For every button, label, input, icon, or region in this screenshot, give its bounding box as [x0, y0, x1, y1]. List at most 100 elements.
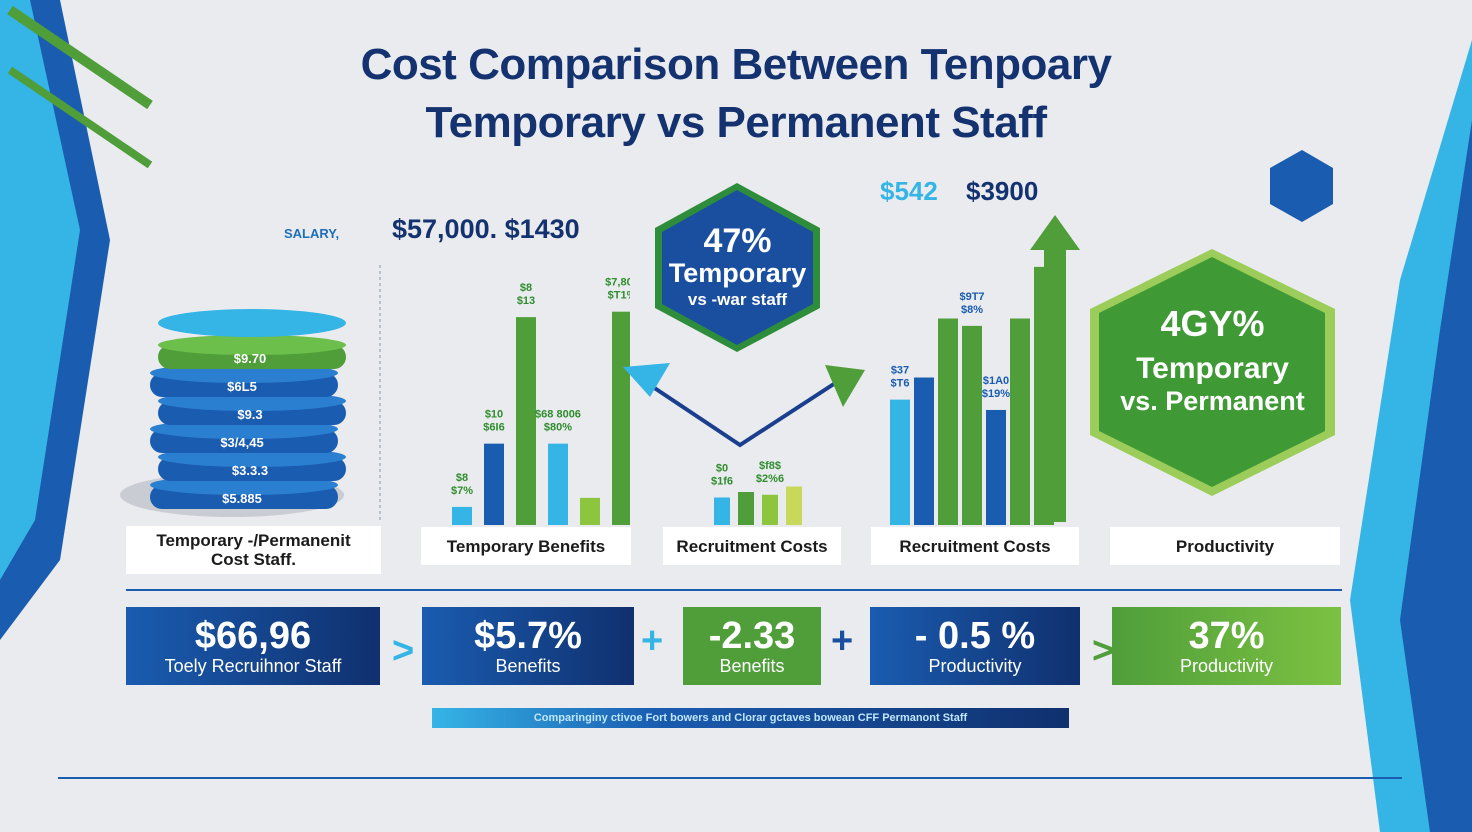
hexagon-right-label1: Temporary: [1136, 352, 1289, 385]
category-label: Cost Staff.: [211, 550, 296, 569]
hexagon-left-label1: Temporary: [668, 258, 807, 288]
coin-label: $9.3: [237, 407, 262, 422]
small-hexagon: [1270, 150, 1333, 222]
bar-data-label: $7,800: [605, 277, 630, 289]
bar: [612, 311, 630, 525]
category-label: Productivity: [1175, 536, 1275, 556]
category-productivity: Productivity: [1110, 527, 1340, 565]
coin-label: $6L5: [227, 379, 257, 394]
bar-data-label: $0: [716, 463, 728, 475]
stat-benefits-2: -2.33 Benefits: [683, 607, 821, 685]
hexagon-left-label2: vs -war staff: [687, 290, 788, 309]
bar: [714, 497, 730, 525]
arrow-left-head: [623, 363, 670, 397]
bar-data-label: $13: [517, 295, 535, 307]
top-value-left: $542: [880, 176, 938, 206]
bar-data-label: $19%: [982, 388, 1010, 400]
connector-arrow: >: [1092, 630, 1115, 672]
salary-values: $57,000. $1430: [392, 214, 580, 244]
bar: [786, 486, 802, 525]
bar: [516, 317, 536, 525]
coin-label: $3/4,45: [220, 435, 263, 450]
page-title-line-1: Cost Comparison Between Tenpoary: [360, 40, 1112, 89]
bar: [986, 409, 1006, 525]
stat-value: -2.33: [708, 615, 796, 657]
category-label: Temporary Benefits: [446, 536, 606, 556]
coin-stack-top: [158, 309, 346, 337]
bar-data-label: $80%: [544, 422, 572, 434]
bar-chart-recruitment: $37$T6 $9T7$8% $1A0$19%: [890, 215, 1080, 525]
stat-value: $66,96: [194, 615, 312, 657]
bar-data-label: $8%: [961, 304, 983, 316]
bar-data-label: $7%: [451, 485, 473, 497]
connector-arrow: >: [392, 630, 415, 672]
left-green-stripe: [7, 5, 153, 110]
connector-plus: +: [831, 620, 854, 662]
bar-data-label: $f8$: [759, 460, 781, 472]
coin-top: [158, 335, 346, 355]
bar-data-label: $10: [485, 409, 503, 421]
up-arrow: [1030, 215, 1080, 522]
category-recruitment-2: Recruitment Costs: [871, 527, 1079, 565]
bar-data-label: $9T7: [959, 291, 984, 303]
coin-label: $3.3.3: [232, 463, 268, 478]
bar: [914, 377, 934, 525]
category-label: Temporary -/Permanenit: [156, 531, 351, 550]
bar-data-label: $1f6: [711, 476, 733, 488]
bar-data-label: $1A0: [983, 375, 1009, 387]
category-benefits: Temporary Benefits: [421, 527, 631, 565]
bar-chart-recruitment-small: $0$1f6 $f8$$2%6: [711, 460, 802, 525]
bar-data-label: $68 8006: [535, 409, 581, 421]
hexagon-right-label2: vs. Permanent: [1120, 386, 1305, 416]
bar-data-label: $37: [891, 365, 909, 377]
stat-productivity-2: 37% Productivity: [1112, 607, 1341, 685]
stat-value: 37%: [1188, 615, 1265, 657]
bar: [484, 443, 504, 525]
left-cyan-band: [0, 0, 80, 580]
bar-chart-benefits: $8$7%$10$6I6$8$13$68 8006$80%$7,800$T1%: [451, 277, 630, 525]
bar-data-label: $2%6: [756, 473, 784, 485]
left-green-stripe: [7, 66, 153, 169]
category-label: Recruitment Costs: [676, 536, 828, 556]
page-title-line-2: Temporary vs Permanent Staff: [425, 98, 1047, 147]
stat-benefits-1: $5.7% Benefits: [422, 607, 634, 685]
bar: [938, 318, 958, 525]
hexagon-left-percent: 47%: [703, 222, 772, 260]
hexagon-right: [1090, 249, 1335, 496]
v-arrows: [623, 363, 865, 448]
bar: [762, 494, 778, 525]
bar-data-label: $8: [456, 472, 468, 484]
stat-productivity-1: - 0.5 % Productivity: [870, 607, 1080, 685]
bar: [738, 492, 754, 525]
coin-label: $5.885: [222, 491, 262, 506]
right-blue-band: [1400, 120, 1472, 832]
hexagon-right-percent: 4GY%: [1160, 303, 1265, 344]
stat-value: $5.7%: [474, 615, 582, 657]
footer-banner: Comparinginy ctivoe Fort bowers and Clor…: [432, 708, 1069, 728]
bar: [890, 399, 910, 525]
bar: [1010, 318, 1030, 525]
bar-data-label: $6I6: [483, 422, 504, 434]
coin-stack: $5.885 $3.3.3 $3/4,45 $9.3 $6L5 $9.70: [120, 309, 346, 517]
stat-label: Productivity: [1179, 656, 1274, 676]
stat-label: Benefits: [495, 656, 561, 676]
stat-label: Productivity: [928, 656, 1022, 676]
connector-plus: +: [641, 620, 664, 662]
stat-value: - 0.5 %: [914, 615, 1036, 657]
category-recruitment-1: Recruitment Costs: [663, 527, 841, 565]
stat-label: Benefits: [719, 656, 785, 676]
bar-data-label: $8: [520, 282, 532, 294]
bar-data-label: $T1%: [608, 290, 630, 302]
category-label: Recruitment Costs: [899, 536, 1051, 556]
bar: [548, 443, 568, 525]
arrow-right-head: [825, 365, 865, 407]
stat-label: Toely Recruihnor Staff: [164, 656, 342, 676]
stat-cost-staff: $66,96 Toely Recruihnor Staff: [126, 607, 380, 685]
category-cost-staff: Temporary -/Permanenit Cost Staff.: [126, 526, 381, 574]
coin-label: $9.70: [234, 351, 267, 366]
top-value-right: $3900: [966, 176, 1039, 206]
bar-data-label: $T6: [891, 378, 910, 390]
hexagon-left: [655, 183, 820, 352]
bar: [580, 497, 600, 525]
